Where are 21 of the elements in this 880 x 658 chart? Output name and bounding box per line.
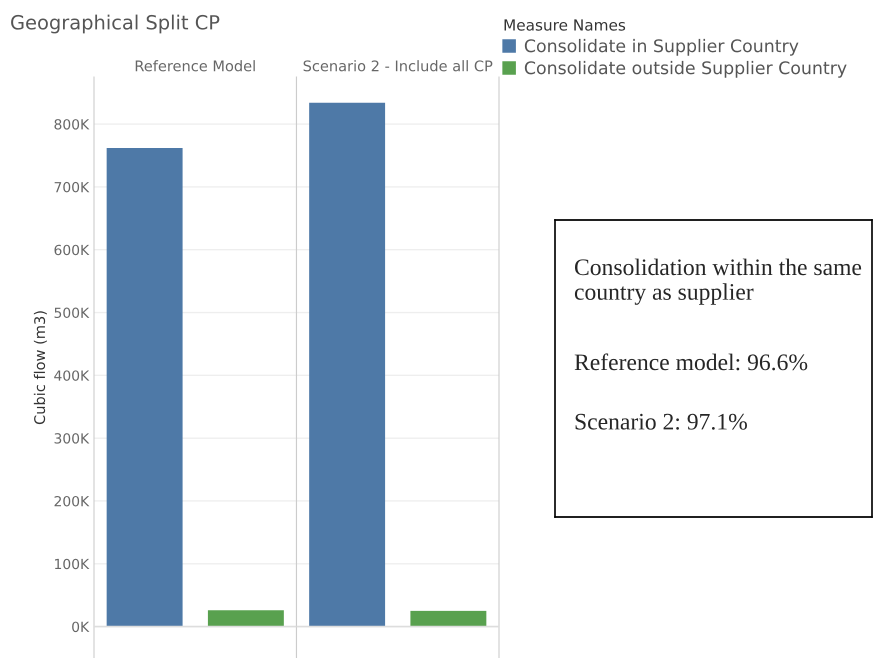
y-tick-label: 700K (54, 182, 90, 192)
text: Consolidation within the same country as supplier (574, 258, 862, 305)
text: Reference model: 96.6% (574, 353, 808, 370)
y-tick-label: 500K (54, 308, 90, 318)
y-tick-label: 400K (54, 370, 90, 381)
x-tick-label: Reference Model (136, 60, 255, 72)
y-tick-label: 0K (72, 622, 90, 632)
chart-title: Geographical Split CP (11, 14, 220, 34)
y-tick-label: 300K (54, 433, 90, 444)
bar (410, 610, 486, 627)
y-axis-title: Cubic flow (m3) (34, 311, 47, 424)
bar (208, 610, 284, 627)
y-tick-label: 600K (54, 244, 90, 256)
y-tick-label: 200K (54, 496, 90, 506)
y-tick-label: 100K (55, 558, 90, 570)
text: Scenario 2: 97.1% (576, 414, 747, 430)
x-tick-label: Scenario 2 - Include all CP (304, 60, 492, 72)
legend-label: Consolidate in Supplier Country (524, 38, 798, 56)
legend-title: Measure Names (504, 19, 626, 31)
y-tick-label: 800K (54, 119, 90, 130)
legend-label: Consolidate outside Supplier Country (524, 60, 847, 78)
